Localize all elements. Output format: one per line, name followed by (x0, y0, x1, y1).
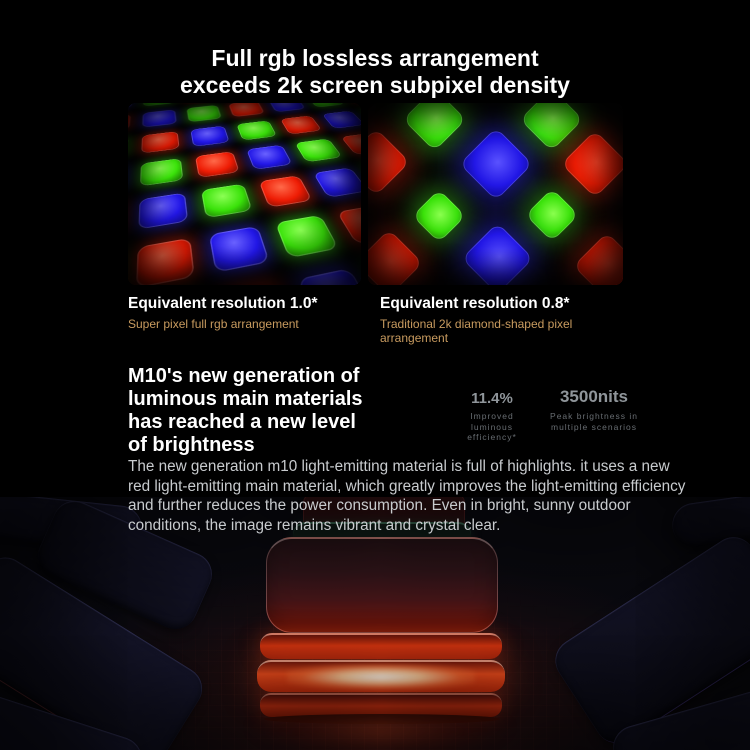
page-title: Full rgb lossless arrangement exceeds 2k… (0, 45, 750, 99)
stat-value: 3500nits (559, 387, 629, 406)
subpixel-tile (297, 268, 361, 285)
stat-label: Improved luminous efficiency* (467, 411, 517, 442)
subpixel-diamond (459, 127, 533, 201)
subpixel-diamond (461, 222, 534, 285)
stack-glow-band (260, 693, 502, 717)
stat-label: Peak brightness in multiple scenarios (550, 411, 638, 432)
subpixel-diamond (561, 130, 623, 198)
subpixel-diamond (519, 103, 584, 152)
subpixel-tile (340, 132, 361, 156)
rgb-subpixel-grid (128, 103, 361, 285)
page-title-line1: Full rgb lossless arrangement (211, 45, 539, 72)
subpixel-tile (228, 103, 265, 117)
stack-top-slab (266, 537, 498, 633)
subpixel-tile (275, 214, 339, 259)
pixel-comparison-images (128, 103, 623, 285)
subpixel-tile (321, 110, 361, 129)
caption-right-title: Equivalent resolution 0.8* (380, 295, 570, 312)
subpixel-tile (280, 115, 323, 135)
section-heading: M10's new generation of luminous main ma… (128, 364, 363, 456)
subpixel-tile (128, 103, 133, 111)
subpixel-tile (336, 204, 361, 245)
caption-left-title: Equivalent resolution 1.0* (128, 295, 318, 312)
subpixel-tile (142, 109, 177, 128)
subpixel-diamond (412, 189, 466, 243)
subpixel-tile (208, 225, 270, 273)
subpixel-tile (143, 103, 175, 107)
subpixel-diamond (573, 232, 623, 285)
caption-right: Equivalent resolution 0.8* Traditional 2… (368, 295, 623, 345)
glowing-device-stack (0, 497, 750, 750)
subpixel-tile (236, 120, 278, 141)
caption-left: Equivalent resolution 1.0* Super pixel f… (128, 295, 361, 345)
subpixel-tile (219, 283, 295, 285)
image-captions: Equivalent resolution 1.0* Super pixel f… (128, 295, 623, 345)
stat-value: 11.4% (471, 390, 513, 407)
page-title-line2: exceeds 2k screen subpixel density (180, 72, 570, 99)
subpixel-tile (135, 237, 195, 285)
subpixel-tile (313, 167, 361, 198)
stack-base-shadow (264, 714, 500, 724)
subpixel-diamond (402, 103, 467, 152)
subpixel-tile (128, 137, 129, 161)
caption-left-subtitle: Super pixel full rgb arrangement (128, 317, 299, 331)
floor-reflection (248, 723, 512, 750)
subpixel-diamond (525, 188, 579, 242)
subpixel-tile (186, 104, 222, 123)
section-body-text: The new generation m10 light-emitting ma… (128, 458, 686, 534)
stack-glow-band-bright (257, 660, 505, 692)
stat-luminous-efficiency: 11.4% Improved luminous efficiency* (450, 390, 534, 443)
stack-glow-band (260, 633, 502, 659)
subpixel-diamond (368, 229, 423, 285)
stat-peak-brightness: 3500nits Peak brightness in multiple sce… (536, 387, 652, 432)
subpixel-tile (128, 114, 131, 134)
subpixel-tile (246, 144, 293, 170)
super-pixel-rgb-image (128, 103, 361, 285)
subpixel-tile (306, 103, 345, 108)
subpixel-tile (195, 151, 240, 178)
subpixel-tile (268, 103, 306, 113)
glow-hotspot (287, 664, 475, 690)
subpixel-tile (258, 175, 313, 208)
subpixel-tile (190, 125, 230, 147)
subpixel-tile (139, 158, 184, 187)
caption-right-subtitle: Traditional 2k diamond-shaped pixel arra… (380, 317, 573, 345)
subpixel-tile (201, 183, 253, 219)
subpixel-tile (294, 138, 343, 163)
diamond-pixel-image (368, 103, 623, 285)
product-scene (0, 497, 750, 750)
subpixel-tile (138, 192, 189, 230)
subpixel-diamond (368, 128, 410, 196)
subpixel-tile (141, 131, 180, 154)
